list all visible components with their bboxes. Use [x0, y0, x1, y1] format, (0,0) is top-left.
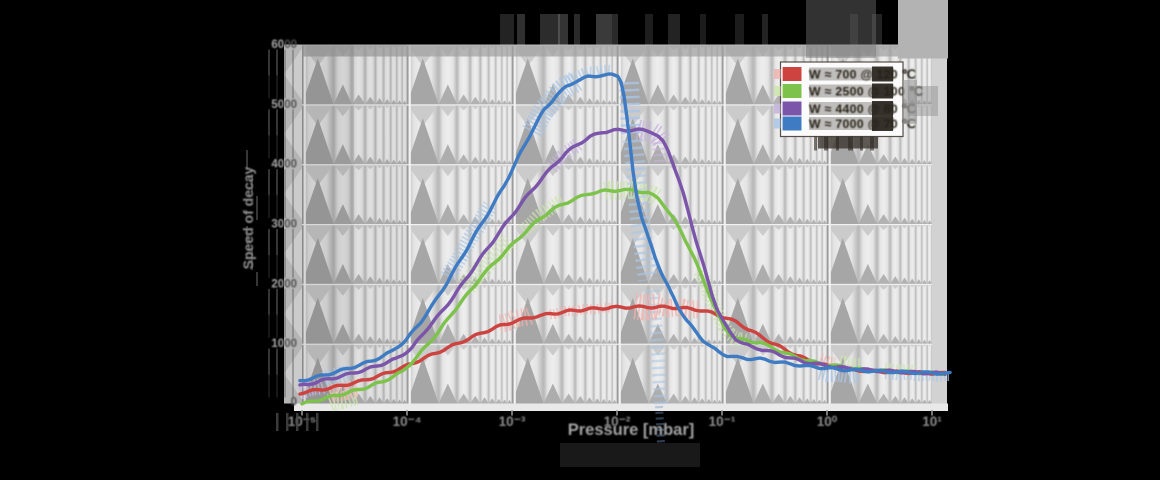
svg-text:W ≈ 4400 @ 80 ℃: W ≈ 4400 @ 80 ℃ — [809, 102, 916, 116]
svg-text:1000: 1000 — [271, 338, 297, 350]
svg-text:2000: 2000 — [271, 278, 297, 290]
svg-text:W ≈ 7000 @ 70 ℃: W ≈ 7000 @ 70 ℃ — [809, 117, 916, 131]
svg-text:1000: 1000 — [271, 338, 297, 350]
svg-text:W ≈ 700 @ 120 ℃: W ≈ 700 @ 120 ℃ — [809, 68, 916, 82]
svg-text:5000: 5000 — [271, 99, 297, 111]
svg-text:10⁻⁴: 10⁻⁴ — [393, 414, 422, 429]
svg-text:Speed of decay: Speed of decay — [240, 166, 256, 269]
svg-text:10⁻³: 10⁻³ — [499, 414, 526, 429]
svg-text:4000: 4000 — [271, 159, 297, 171]
svg-text:Pressure [mbar]: Pressure [mbar] — [568, 421, 695, 439]
svg-text:3000: 3000 — [271, 219, 297, 231]
svg-text:10⁰: 10⁰ — [817, 414, 838, 429]
svg-text:2000: 2000 — [271, 278, 297, 290]
svg-text:0: 0 — [291, 397, 297, 409]
svg-text:10⁻¹: 10⁻¹ — [709, 414, 736, 429]
svg-text:10¹: 10¹ — [922, 414, 942, 429]
svg-text:W ≈ 2500 @ 100 ℃: W ≈ 2500 @ 100 ℃ — [809, 85, 923, 99]
svg-text:4000: 4000 — [271, 159, 297, 171]
svg-text:5000: 5000 — [271, 99, 297, 111]
svg-text:6000: 6000 — [271, 39, 297, 51]
svg-text:10⁻⁵: 10⁻⁵ — [288, 414, 316, 429]
svg-text:6000: 6000 — [271, 39, 297, 51]
svg-text:3000: 3000 — [271, 219, 297, 231]
svg-text:10⁻²: 10⁻² — [604, 414, 631, 429]
